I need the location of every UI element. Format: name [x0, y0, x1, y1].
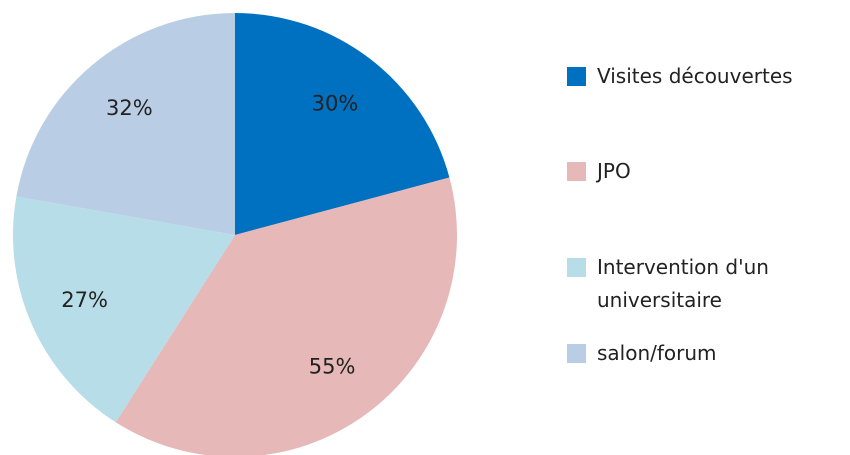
pie: 30% 55% 27% 32%	[12, 13, 457, 455]
legend-swatch	[567, 258, 586, 277]
data-label: 32%	[106, 96, 153, 120]
legend-item: salon/forum	[567, 337, 837, 370]
legend-item: Visites découvertes	[567, 60, 837, 93]
pie-slice	[12, 196, 235, 423]
data-label: 30%	[312, 92, 359, 116]
legend-swatch	[567, 162, 586, 181]
pie-slice	[115, 177, 457, 455]
pie-slice	[16, 13, 235, 235]
legend-item: JPO	[567, 155, 837, 188]
legend-label: Visites découvertes	[597, 64, 793, 88]
legend-label: salon/forum	[597, 341, 717, 365]
legend-swatch	[567, 344, 586, 363]
legend-item: Intervention d'un universitaire	[567, 251, 837, 317]
pie-slice	[235, 13, 450, 235]
legend-swatch	[567, 67, 586, 86]
data-label: 55%	[309, 354, 356, 378]
data-label: 27%	[61, 288, 108, 312]
legend-label: Intervention d'un universitaire	[597, 255, 769, 312]
legend-label: JPO	[597, 159, 631, 183]
